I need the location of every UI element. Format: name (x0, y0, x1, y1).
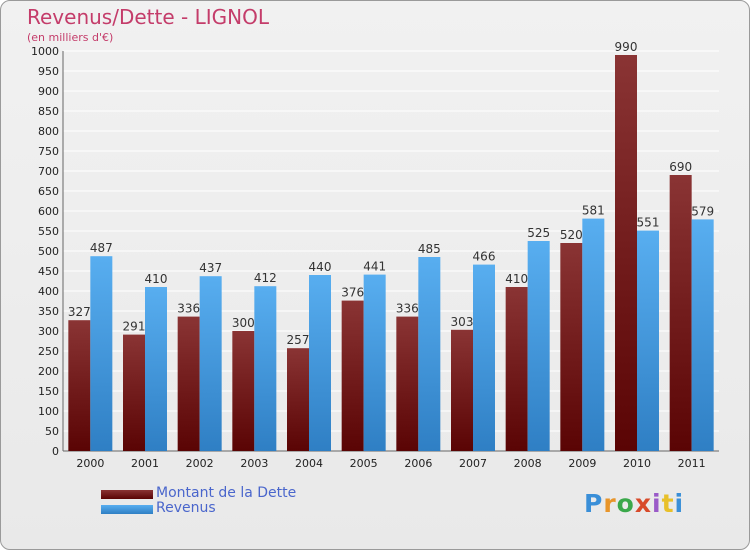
bar-revenue-2009 (582, 218, 605, 451)
y-tick-label-250: 250 (38, 345, 59, 358)
data-label-debt-2006: 336 (396, 302, 419, 316)
x-tick-label-2001: 2001 (131, 457, 159, 470)
data-label-debt-2011: 690 (669, 160, 692, 174)
data-label-revenue-2004: 440 (309, 260, 332, 274)
bar-revenue-2005 (363, 274, 386, 451)
data-label-revenue-2001: 410 (145, 272, 168, 286)
bar-debt-2006 (396, 316, 419, 451)
data-label-debt-2001: 291 (123, 320, 146, 334)
y-tick-label-650: 650 (38, 185, 59, 198)
bar-debt-2008 (505, 287, 528, 451)
bar-debt-2009 (560, 243, 583, 451)
y-tick-label-600: 600 (38, 205, 59, 218)
bar-revenue-2000 (90, 256, 113, 451)
data-label-debt-2000: 327 (68, 305, 91, 319)
bar-debt-2011 (669, 175, 692, 451)
bar-debt-2005 (341, 300, 364, 451)
data-label-revenue-2010: 551 (637, 216, 660, 230)
x-tick-label-2011: 2011 (678, 457, 706, 470)
y-tick-label-350: 350 (38, 305, 59, 318)
y-tick-label-100: 100 (38, 405, 59, 418)
axes (62, 51, 719, 452)
data-label-revenue-2009: 581 (582, 204, 605, 218)
x-tick-label-2004: 2004 (295, 457, 323, 470)
y-tick-label-50: 50 (45, 425, 59, 438)
bar-revenue-2001 (145, 287, 167, 451)
bar-debt-2010 (615, 55, 637, 451)
data-label-revenue-2011: 579 (691, 204, 714, 218)
y-tick-label-300: 300 (38, 325, 59, 338)
y-tick-label-950: 950 (38, 65, 59, 78)
bars (68, 55, 714, 451)
bar-debt-2004 (287, 348, 309, 451)
bar-debt-2000 (68, 320, 91, 451)
bar-debt-2003 (232, 331, 255, 451)
y-tick-label-800: 800 (38, 125, 59, 138)
bar-debt-2002 (177, 316, 200, 451)
data-label-debt-2010: 990 (615, 40, 638, 54)
data-label-debt-2009: 520 (560, 228, 583, 242)
y-tick-label-200: 200 (38, 365, 59, 378)
bar-revenue-2007 (473, 264, 495, 451)
data-label-debt-2002: 336 (177, 302, 200, 316)
y-tick-label-1000: 1000 (31, 45, 59, 58)
data-label-debt-2005: 376 (341, 286, 364, 300)
data-label-revenue-2007: 466 (473, 250, 496, 264)
bar-revenue-2004 (309, 275, 331, 451)
bar-debt-2007 (451, 329, 473, 451)
bar-revenue-2002 (199, 276, 222, 451)
y-tick-label-450: 450 (38, 265, 59, 278)
y-tick-label-750: 750 (38, 145, 59, 158)
legend-label-revenue: Revenus (156, 500, 216, 516)
y-tick-label-550: 550 (38, 225, 59, 238)
chart-title: Revenus/Dette - LIGNOL (27, 5, 269, 29)
proxiti-logo: Proxiti (584, 489, 685, 518)
bar-revenue-2003 (254, 286, 277, 451)
labels: 0 50 100 150 200 250 300 350 400 450 500 550 600 650 7… (31, 40, 714, 470)
x-tick-label-2009: 2009 (568, 457, 596, 470)
x-tick-label-2002: 2002 (186, 457, 214, 470)
chart-subtitle: (en milliers d'€) (27, 31, 114, 44)
data-label-debt-2003: 300 (232, 316, 255, 330)
x-tick-label-2007: 2007 (459, 457, 487, 470)
data-label-debt-2004: 257 (287, 333, 310, 347)
x-tick-label-2005: 2005 (350, 457, 378, 470)
y-tick-label-0: 0 (52, 445, 59, 458)
x-tick-label-2006: 2006 (404, 457, 432, 470)
bar-debt-2001 (123, 334, 145, 451)
y-tick-label-400: 400 (38, 285, 59, 298)
y-tick-label-700: 700 (38, 165, 59, 178)
data-label-revenue-2005: 441 (363, 260, 386, 274)
data-label-revenue-2006: 485 (418, 242, 441, 256)
y-tick-label-150: 150 (38, 385, 59, 398)
x-tick-label-2003: 2003 (240, 457, 268, 470)
y-tick-label-850: 850 (38, 105, 59, 118)
data-label-revenue-2000: 487 (90, 241, 113, 255)
y-tick-label-900: 900 (38, 85, 59, 98)
data-label-debt-2007: 303 (451, 315, 474, 329)
legend-label-debt: Montant de la Dette (156, 485, 297, 501)
bar-revenue-2011 (691, 219, 714, 451)
bar-revenue-2006 (418, 257, 441, 451)
y-tick-label-500: 500 (38, 245, 59, 258)
bar-revenue-2008 (527, 241, 550, 451)
legend-swatch-revenue (101, 505, 153, 514)
x-tick-label-2008: 2008 (514, 457, 542, 470)
legend-swatch-debt (101, 490, 153, 499)
data-label-debt-2008: 410 (505, 272, 528, 286)
bar-revenue-2010 (637, 230, 659, 451)
data-label-revenue-2002: 437 (199, 261, 222, 275)
x-tick-label-2000: 2000 (76, 457, 104, 470)
x-tick-label-2010: 2010 (623, 457, 651, 470)
data-label-revenue-2003: 412 (254, 271, 277, 285)
data-label-revenue-2008: 525 (527, 226, 550, 240)
